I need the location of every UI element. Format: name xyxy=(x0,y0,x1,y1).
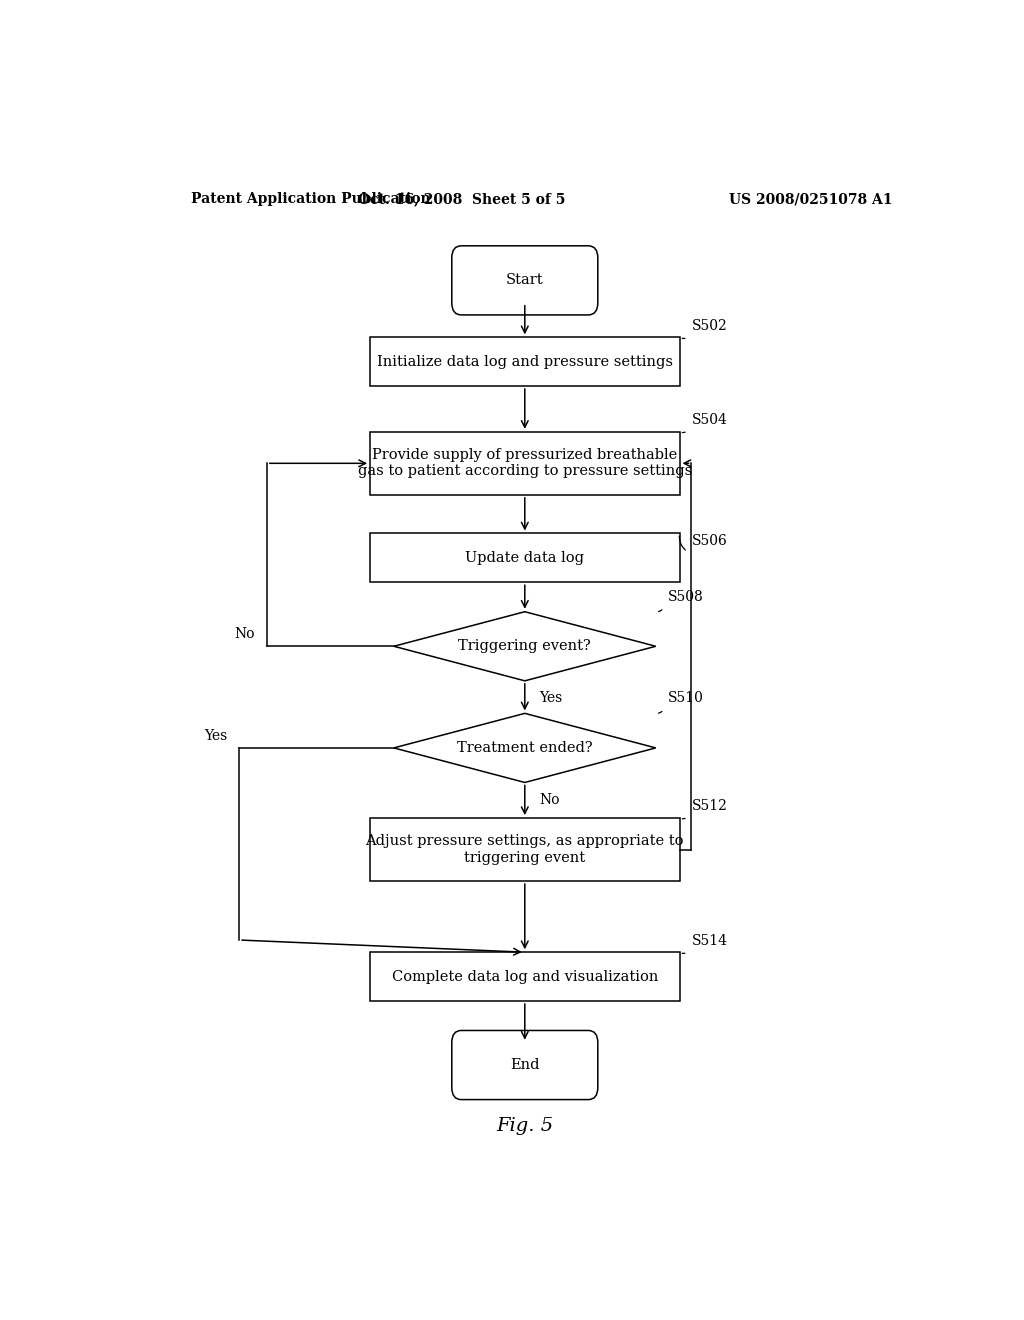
Text: No: No xyxy=(539,792,559,807)
Text: No: No xyxy=(234,627,255,642)
Bar xyxy=(370,952,680,1001)
Text: End: End xyxy=(510,1059,540,1072)
Text: Triggering event?: Triggering event? xyxy=(459,639,591,653)
Text: S502: S502 xyxy=(691,319,727,333)
Text: Provide supply of pressurized breathable
gas to patient according to pressure se: Provide supply of pressurized breathable… xyxy=(357,449,692,478)
Text: Start: Start xyxy=(506,273,544,288)
Text: Treatment ended?: Treatment ended? xyxy=(457,741,593,755)
Text: S510: S510 xyxy=(668,692,703,705)
Bar xyxy=(370,432,680,495)
Text: S508: S508 xyxy=(668,590,703,603)
Text: S512: S512 xyxy=(691,799,727,813)
FancyBboxPatch shape xyxy=(452,246,598,315)
Text: Complete data log and visualization: Complete data log and visualization xyxy=(391,970,658,983)
Text: US 2008/0251078 A1: US 2008/0251078 A1 xyxy=(729,191,892,206)
Bar xyxy=(370,338,680,385)
Text: S504: S504 xyxy=(691,413,727,426)
Text: Initialize data log and pressure settings: Initialize data log and pressure setting… xyxy=(377,355,673,368)
Text: Yes: Yes xyxy=(539,690,562,705)
Text: Oct. 16, 2008  Sheet 5 of 5: Oct. 16, 2008 Sheet 5 of 5 xyxy=(357,191,565,206)
Text: Adjust pressure settings, as appropriate to
triggering event: Adjust pressure settings, as appropriate… xyxy=(366,834,684,865)
Bar xyxy=(370,533,680,582)
Text: Yes: Yes xyxy=(204,729,227,743)
Text: Update data log: Update data log xyxy=(465,550,585,565)
Polygon shape xyxy=(394,611,655,681)
Polygon shape xyxy=(394,713,655,783)
FancyBboxPatch shape xyxy=(452,1031,598,1100)
Text: S514: S514 xyxy=(691,935,727,948)
Text: S506: S506 xyxy=(691,533,727,548)
Bar xyxy=(370,818,680,880)
Text: Fig. 5: Fig. 5 xyxy=(497,1117,553,1135)
Text: Patent Application Publication: Patent Application Publication xyxy=(191,191,431,206)
